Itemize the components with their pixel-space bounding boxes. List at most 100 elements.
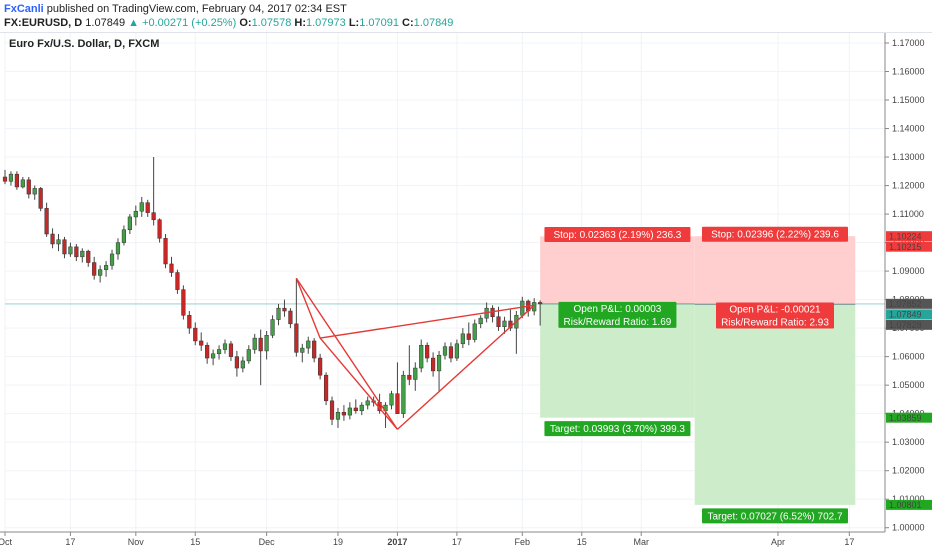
candle [502, 320, 507, 327]
candle [312, 340, 317, 359]
time-tick-label: 2017 [387, 537, 407, 547]
candle [86, 250, 91, 263]
candle [478, 317, 483, 325]
last-price: 1.07849 [85, 17, 126, 29]
low-label: L: [348, 17, 360, 29]
pnl-label-text: Open P&L: 0.00003 [574, 304, 662, 315]
candle [389, 393, 394, 406]
price-tick-label: 1.05000 [892, 380, 925, 390]
candle [50, 233, 55, 245]
price-tick-label: 1.03000 [892, 437, 925, 447]
price-flag [886, 309, 932, 320]
target-label-box[interactable] [544, 421, 691, 437]
pnl-label-box[interactable] [716, 302, 834, 329]
candle [436, 354, 442, 372]
price-flag [886, 319, 932, 330]
time-tick-label: 17 [844, 537, 854, 547]
candle [62, 239, 67, 255]
candle [14, 173, 19, 188]
target-label-box[interactable] [702, 508, 848, 524]
pattern-line[interactable] [295, 277, 399, 430]
published-text: published on TradingView.com, February 0… [46, 3, 347, 15]
time-tick-label: Apr [771, 537, 785, 547]
candle [318, 357, 323, 376]
pattern-line[interactable] [319, 337, 398, 430]
candle [306, 340, 311, 349]
candle [288, 310, 293, 325]
stop-zone[interactable] [540, 236, 695, 304]
price-flag-label: 1.10224 [889, 231, 922, 241]
candle [205, 344, 210, 359]
price-change: ▲ +0.00271 (+0.25%) [128, 17, 237, 29]
price-tick-label: 1.16000 [892, 66, 925, 76]
candle [520, 300, 525, 316]
candle [401, 374, 406, 414]
high-label: H: [294, 17, 306, 29]
pnl-label-text: Risk/Reward Ratio: 2.93 [721, 318, 829, 329]
candle [335, 411, 341, 420]
candle [199, 340, 204, 346]
time-tick-label: Oct [0, 537, 12, 547]
price-flag-label: 1.07849 [889, 310, 922, 320]
author-link[interactable]: FxCanli [4, 3, 44, 15]
candle [2, 176, 8, 182]
candle [92, 262, 97, 276]
stop-label-box[interactable] [544, 226, 691, 242]
target-zone[interactable] [694, 304, 856, 505]
price-flag-label: 1.07828 [889, 320, 922, 330]
price-flag [886, 231, 932, 242]
candle [413, 367, 418, 380]
candle [157, 219, 162, 239]
candle [294, 323, 299, 353]
time-tick-label: Dec [259, 537, 276, 547]
candle [121, 229, 127, 243]
time-tick-label: 15 [577, 537, 587, 547]
pattern-line[interactable] [396, 304, 535, 430]
price-tick-label: 1.09000 [892, 266, 925, 276]
candle [38, 188, 43, 209]
high-value: 1.07973 [306, 17, 346, 29]
candle [8, 173, 14, 182]
open-label: O: [239, 17, 252, 29]
pnl-label-box[interactable] [558, 301, 677, 328]
candle [139, 202, 144, 212]
chart-title: Euro Fx/U.S. Dollar, D, FXCM [9, 38, 160, 50]
pnl-label-text: Risk/Reward Ratio: 1.69 [564, 317, 672, 328]
pnl-label-text: Open P&L: -0.00021 [729, 305, 821, 316]
price-flag [886, 412, 932, 423]
candle [222, 343, 228, 350]
symbol-info: FX:EURUSD, D 1.07849 ▲ +0.00271 (+0.25%)… [4, 17, 453, 29]
candle [115, 242, 121, 255]
candle [300, 347, 305, 353]
candle [496, 316, 501, 327]
time-tick-label: 17 [452, 537, 462, 547]
candle [187, 315, 192, 329]
price-flag-label: 1.10215 [889, 242, 922, 252]
candle [276, 307, 281, 320]
price-tick-label: 1.01000 [892, 494, 925, 504]
price-tick-label: 1.13000 [892, 152, 925, 162]
candle [407, 374, 412, 380]
candle [169, 263, 174, 273]
candle [103, 265, 109, 270]
pattern-line[interactable] [320, 304, 535, 339]
stop-zone[interactable] [694, 236, 856, 305]
price-tick-label: 1.15000 [892, 95, 925, 105]
candle [353, 407, 358, 412]
price-tick-label: 1.11000 [892, 209, 924, 219]
candle [365, 400, 370, 406]
candle [341, 411, 347, 416]
target-label-text: Target: 0.07027 (6.52%) 702.7 [707, 511, 843, 522]
candle [425, 344, 430, 359]
price-tick-label: 1.06000 [892, 352, 925, 362]
candle [80, 250, 85, 258]
candle [419, 344, 424, 369]
stop-label-box[interactable] [702, 226, 848, 242]
candle [98, 269, 103, 276]
candle [538, 302, 543, 305]
pattern-line[interactable] [295, 277, 321, 339]
candle [466, 333, 471, 340]
candle [26, 179, 31, 195]
candle [442, 346, 448, 356]
